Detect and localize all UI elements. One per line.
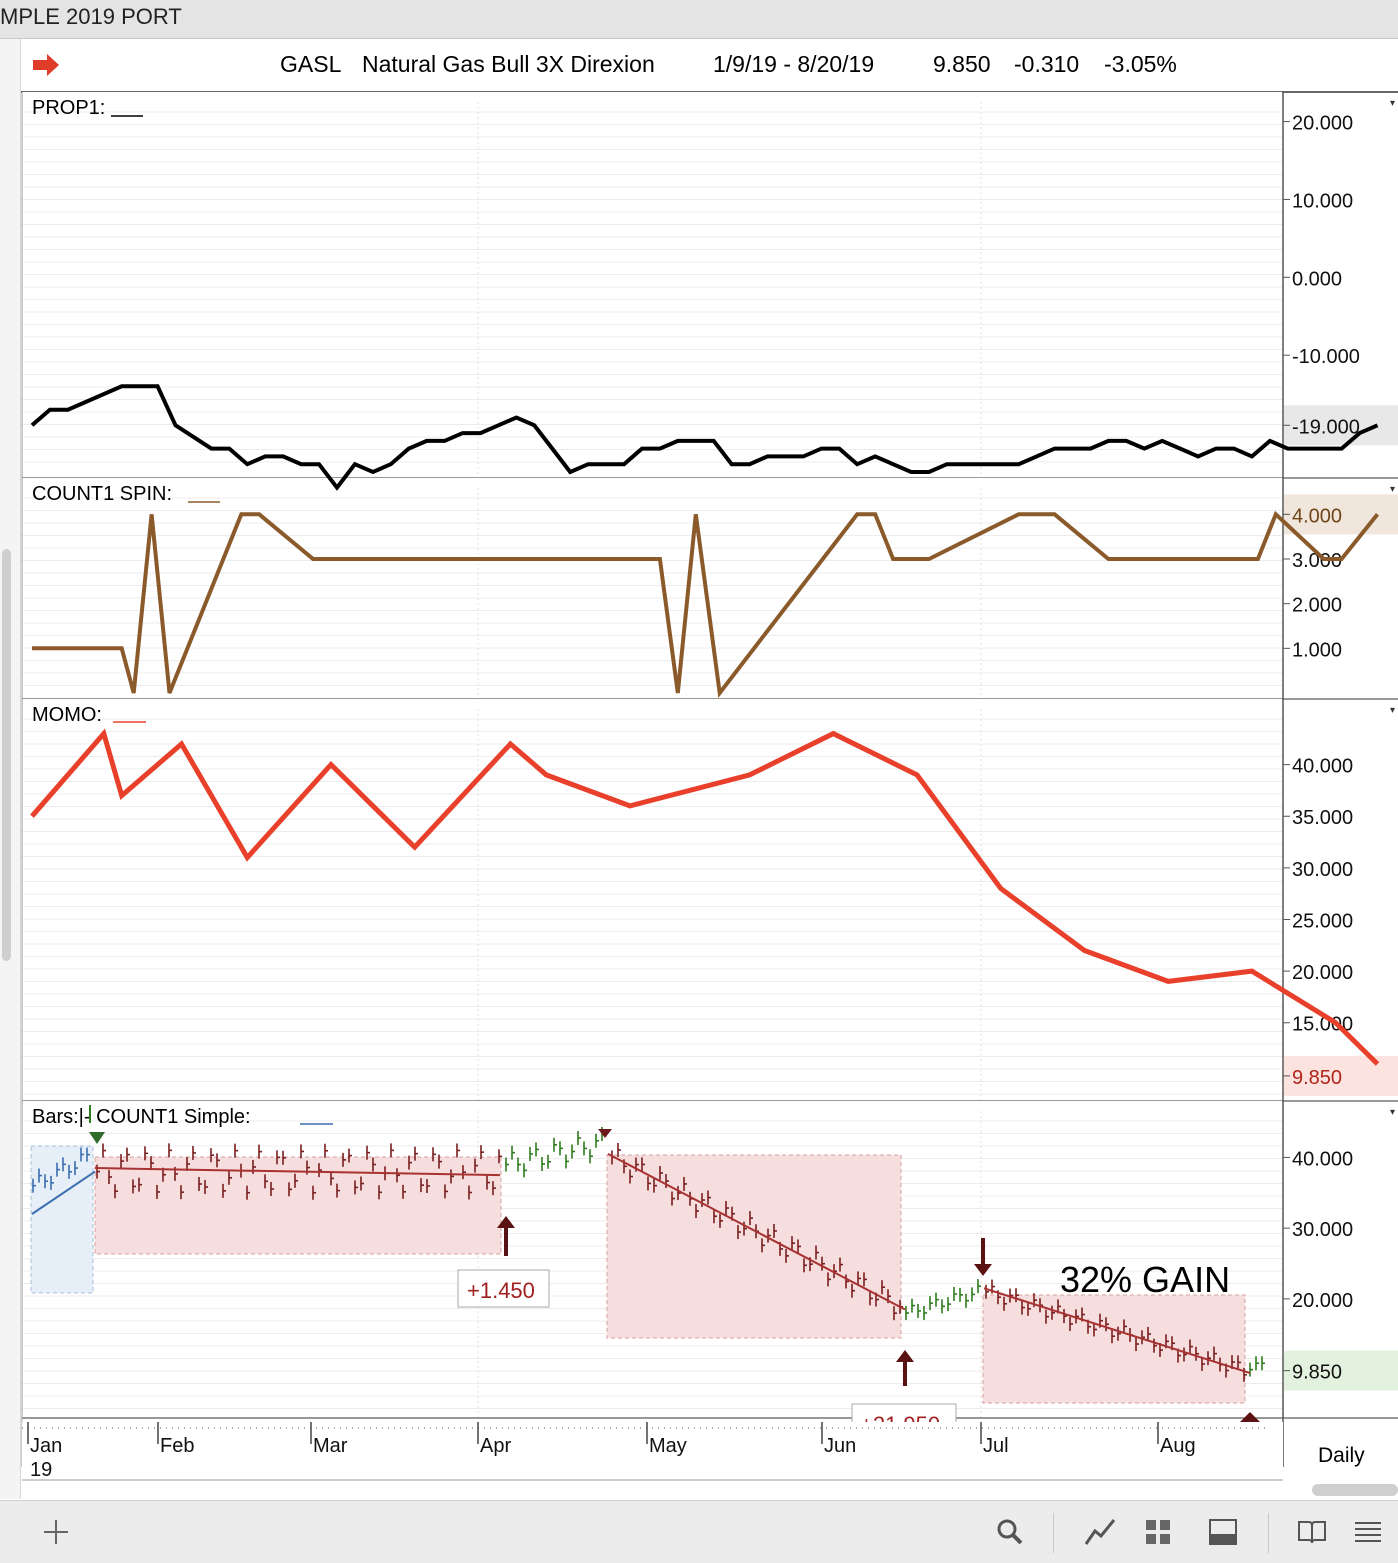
y-tick-label: 9.850 bbox=[1292, 1362, 1342, 1384]
symbol: GASL bbox=[280, 51, 342, 77]
count-simple-line bbox=[607, 1153, 906, 1311]
month-label: Apr bbox=[480, 1435, 511, 1457]
last-value-box bbox=[1284, 405, 1398, 446]
y-tick-label: 0.000 bbox=[1292, 268, 1342, 290]
month-label: Jan bbox=[30, 1435, 62, 1457]
y-tick-label: 40.000 bbox=[1292, 1148, 1353, 1170]
setup-box-blue bbox=[30, 1145, 94, 1294]
gain-annotation: 32% GAIN bbox=[1060, 1259, 1230, 1300]
y-tick-label: 20.000 bbox=[1292, 962, 1353, 984]
year-label: 19 bbox=[30, 1459, 52, 1481]
left-scroll-thumb[interactable] bbox=[2, 549, 11, 961]
month-label: Mar bbox=[313, 1435, 348, 1457]
month-label: May bbox=[649, 1435, 687, 1457]
prop1-line bbox=[30, 384, 1379, 491]
y-tick-label: 3.000 bbox=[1292, 550, 1342, 572]
panel-menu-icon: ▾ bbox=[1390, 98, 1395, 109]
y-tick-label: 1.000 bbox=[1292, 639, 1342, 661]
panel-menu-icon: ▾ bbox=[1390, 705, 1395, 716]
last-price: 9.850 bbox=[933, 51, 991, 77]
grid-icon[interactable] bbox=[1138, 1515, 1178, 1549]
window-title-bar: MPLE 2019 PORT bbox=[0, 0, 1398, 39]
date-range: 1/9/19 - 8/20/19 bbox=[713, 51, 875, 77]
panel-title: PROP1: bbox=[32, 97, 105, 119]
short-arrow-icon bbox=[974, 1264, 992, 1276]
red-arrow-icon[interactable] bbox=[31, 53, 61, 77]
profit-label-box bbox=[457, 1269, 550, 1308]
trade-box bbox=[982, 1294, 1246, 1404]
month-label: Jun bbox=[824, 1435, 856, 1457]
period-selector[interactable]: Daily bbox=[1284, 1430, 1398, 1480]
security-name: Natural Gas Bull 3X Direxion bbox=[362, 51, 655, 77]
price-change: -0.310 bbox=[1014, 51, 1080, 77]
panel-menu-icon: ▾ bbox=[1390, 484, 1395, 495]
chart-line-icon[interactable] bbox=[1080, 1515, 1120, 1549]
y-tick-label: 9.850 bbox=[1292, 1067, 1342, 1089]
panel-icon[interactable] bbox=[1203, 1515, 1243, 1549]
y-tick-label: 35.000 bbox=[1292, 807, 1353, 829]
menu-icon[interactable] bbox=[1348, 1515, 1388, 1549]
cover-arrow-icon bbox=[1240, 1412, 1260, 1422]
chart-area[interactable]: ▾ ▾ ▾ ▾ 20.000 10.000 0.000 -10.000 -19.000 PROP1… bbox=[0, 92, 1398, 1532]
plus-icon[interactable] bbox=[36, 1515, 76, 1549]
month-label: Jul bbox=[983, 1435, 1009, 1457]
y-tick-label: 15.000 bbox=[1292, 1014, 1353, 1036]
last-value-box bbox=[1284, 494, 1398, 535]
y-tick-label: -19.000 bbox=[1292, 416, 1360, 438]
momo-line bbox=[30, 728, 1380, 1066]
toolbar-divider bbox=[1268, 1513, 1269, 1553]
panel-background bbox=[22, 478, 1282, 699]
y-tick-label: 10.000 bbox=[1292, 190, 1353, 212]
profit-label: +1.450 bbox=[467, 1278, 535, 1303]
y-tick-label: 30.000 bbox=[1292, 1219, 1353, 1241]
panel-menu-icon: ▾ bbox=[1390, 1107, 1395, 1118]
last-value-box bbox=[1284, 1350, 1398, 1391]
search-icon[interactable] bbox=[990, 1515, 1030, 1549]
y-tick-label: 2.000 bbox=[1292, 595, 1342, 617]
percent-change: -3.05% bbox=[1104, 51, 1177, 77]
month-label: Aug bbox=[1160, 1435, 1196, 1457]
cover-arrow-icon bbox=[896, 1350, 914, 1362]
y-tick-label: -10.000 bbox=[1292, 346, 1360, 368]
panel-background bbox=[22, 699, 1282, 1101]
last-value-box bbox=[1284, 1055, 1398, 1096]
toolbar-divider bbox=[1053, 1513, 1054, 1553]
count1-spin-line bbox=[32, 510, 1380, 699]
sell-signal-arrow-icon bbox=[598, 1129, 612, 1138]
panel-title: Bars:|- COUNT1 Simple: bbox=[32, 1106, 251, 1128]
y-tick-label: 30.000 bbox=[1292, 859, 1353, 881]
horizontal-scroll-thumb[interactable] bbox=[1312, 1484, 1398, 1496]
y-tick-label: 40.000 bbox=[1292, 756, 1353, 778]
y-tick-label: 20.000 bbox=[1292, 113, 1353, 135]
count-simple-line bbox=[983, 1287, 1251, 1375]
panel-background bbox=[22, 92, 1282, 478]
buy-signal-arrow-icon bbox=[89, 1132, 105, 1144]
count-simple-line bbox=[31, 1170, 96, 1215]
left-scrollbar[interactable] bbox=[0, 39, 21, 1499]
window-title: MPLE 2019 PORT bbox=[0, 4, 182, 29]
y-tick-label: 4.000 bbox=[1292, 505, 1342, 527]
month-label: Feb bbox=[160, 1435, 194, 1457]
x-axis-background bbox=[22, 1422, 1283, 1477]
period-label: Daily bbox=[1318, 1444, 1365, 1467]
book-icon[interactable] bbox=[1292, 1515, 1332, 1549]
panel-title: COUNT1 SPIN: bbox=[32, 483, 172, 505]
trade-box bbox=[606, 1154, 902, 1339]
bottom-toolbar bbox=[0, 1500, 1398, 1563]
y-tick-label: 20.000 bbox=[1292, 1290, 1353, 1312]
panel-title: MOMO: bbox=[32, 704, 102, 726]
cover-arrow-icon bbox=[497, 1216, 515, 1228]
chart-header: GASL Natural Gas Bull 3X Direxion 1/9/19… bbox=[21, 39, 1398, 93]
y-tick-label: 25.000 bbox=[1292, 910, 1353, 932]
count-simple-line bbox=[94, 1167, 501, 1177]
